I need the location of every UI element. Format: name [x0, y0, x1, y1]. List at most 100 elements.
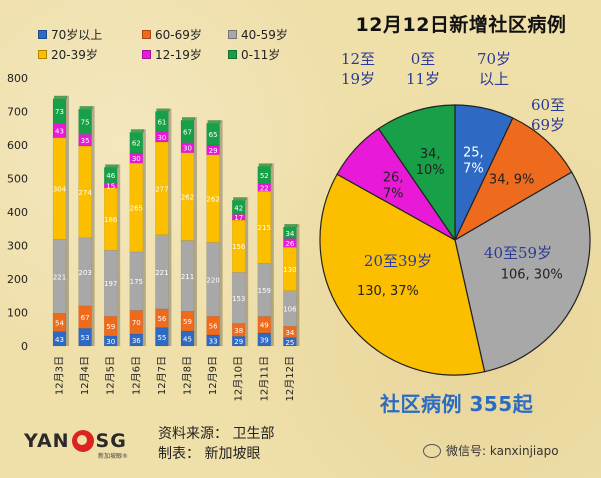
- bar-value-label: 70: [132, 319, 141, 327]
- bar-value-label: 59: [106, 323, 115, 331]
- x-tick-label: 12月7日: [156, 356, 168, 395]
- bar-cap: [182, 117, 195, 121]
- legend-label: 60-69岁: [155, 28, 202, 42]
- bar-value-label: 36: [132, 337, 141, 345]
- pie-category-label: 12至 19岁: [341, 50, 375, 88]
- legend-swatch: [142, 50, 151, 59]
- bar-value-label: 65: [209, 131, 218, 139]
- bar-shadow: [142, 129, 146, 346]
- wechat-id: 微信号: kanxinjiapo: [423, 442, 559, 459]
- bar-cap: [207, 120, 221, 124]
- bar-shadow: [168, 108, 172, 346]
- bar-value-label: 22: [260, 185, 269, 193]
- legend-label: 0-11岁: [241, 48, 281, 62]
- x-tick-label: 12月8日: [182, 356, 194, 395]
- legend-item: 0-11岁: [228, 46, 280, 63]
- bar-shadow: [194, 117, 197, 347]
- pie-slice: [319, 173, 486, 376]
- x-tick-label: 12月11日: [258, 356, 270, 401]
- wechat-icon: [423, 443, 441, 458]
- bar-value-label: 34: [285, 329, 294, 337]
- bar-value-label: 30: [106, 338, 115, 346]
- legend-item: 60-69岁: [142, 26, 202, 43]
- bar-segment: [103, 187, 118, 251]
- pie-category-label: 0至 11岁: [406, 50, 440, 88]
- x-tick-label: 12月4日: [79, 356, 91, 395]
- legend-swatch: [38, 30, 47, 39]
- logo-q-icon: [71, 430, 94, 452]
- legend-label: 70岁以上: [51, 28, 103, 42]
- bar-value-label: 159: [258, 287, 271, 295]
- bar-value-label: 45: [183, 335, 192, 343]
- legend-swatch: [142, 30, 151, 39]
- y-tick-label: 600: [7, 139, 28, 152]
- bar-value-label: 30: [183, 145, 192, 153]
- pie-value-label: 26, 7%: [383, 171, 404, 202]
- y-tick-label: 300: [7, 240, 28, 253]
- legend-swatch: [228, 30, 237, 39]
- bar-value-label: 62: [132, 140, 141, 148]
- x-tick-label: 12月3日: [54, 356, 66, 395]
- bar-value-label: 43: [55, 127, 64, 135]
- legend-item: 20-39岁: [38, 46, 98, 63]
- bar-value-label: 49: [260, 322, 269, 330]
- bar-value-label: 35: [81, 137, 90, 145]
- bar-shadow: [219, 120, 223, 346]
- legend-label: 20-39岁: [51, 48, 98, 62]
- legend-item: 40-59岁: [228, 26, 288, 43]
- bar-value-label: 153: [232, 295, 245, 303]
- bar-value-label: 73: [55, 108, 64, 116]
- bar-shadow: [296, 224, 300, 346]
- bar-shadow: [245, 197, 249, 346]
- bar-segment: [129, 251, 144, 311]
- bar-value-label: 156: [232, 243, 246, 251]
- pie-category-label: 20至39岁: [364, 252, 432, 270]
- bar-value-label: 61: [157, 119, 166, 127]
- stacked-bar-chart: 0 100 200 300 400 500 600 700 800 43 54 221 304 43 73 1…: [7, 72, 300, 401]
- bar-value-label: 59: [183, 318, 192, 326]
- bar-cap: [105, 164, 119, 168]
- bar-value-label: 215: [258, 224, 271, 232]
- bar-value-label: 43: [55, 336, 64, 344]
- logo-subtitle: 新加坡眼®: [98, 453, 129, 460]
- legend-swatch: [228, 50, 237, 59]
- bar-value-label: 56: [157, 315, 166, 323]
- bar-value-label: 67: [81, 314, 90, 322]
- bar-cap: [233, 197, 247, 201]
- logo-text-right: SG: [95, 430, 127, 452]
- bar-value-label: 304: [53, 186, 67, 194]
- x-tick-label: 12月12日: [284, 356, 296, 401]
- bar-value-label: 53: [81, 334, 90, 342]
- source-text: 资料来源： 卫生部: [158, 426, 275, 442]
- bar-value-label: 42: [234, 204, 243, 212]
- pie-value-label: 106, 30%: [501, 267, 563, 282]
- legend-item: 70岁以上: [38, 26, 102, 43]
- bar-value-label: 15: [106, 182, 115, 190]
- bar-value-label: 67: [183, 128, 192, 136]
- bar-shadow: [117, 164, 121, 346]
- bar-value-label: 54: [55, 320, 64, 328]
- bar-cap: [156, 108, 170, 112]
- bar-value-label: 203: [78, 269, 91, 277]
- logo-text-left: YAN: [24, 430, 70, 452]
- legend-item: 12-19岁: [142, 46, 202, 63]
- bar-value-label: 75: [81, 119, 90, 127]
- bar-value-label: 277: [155, 185, 168, 193]
- footer: YAN SG 新加坡眼® 资料来源： 卫生部 制表： 新加坡眼 微信号: kan…: [0, 418, 601, 478]
- pie-slice: [453, 117, 573, 242]
- pie-category-label: 40至59岁: [484, 244, 552, 262]
- pie-value-label: 25, 7%: [463, 145, 484, 176]
- bar-cap: [130, 129, 144, 133]
- credits: 资料来源： 卫生部 制表： 新加坡眼: [158, 424, 274, 464]
- bar-value-label: 186: [104, 216, 118, 224]
- bar-value-label: 262: [181, 194, 194, 202]
- x-tick-label: 12月10日: [233, 356, 245, 401]
- bar-cap: [284, 224, 298, 228]
- bar-segment: [206, 242, 220, 317]
- bar-value-label: 38: [234, 327, 243, 335]
- bar-value-label: 39: [260, 336, 269, 344]
- bar-value-label: 29: [234, 338, 243, 346]
- bar-value-label: 221: [53, 273, 66, 281]
- bar-value-label: 274: [78, 189, 92, 197]
- bar-value-label: 34: [285, 230, 294, 238]
